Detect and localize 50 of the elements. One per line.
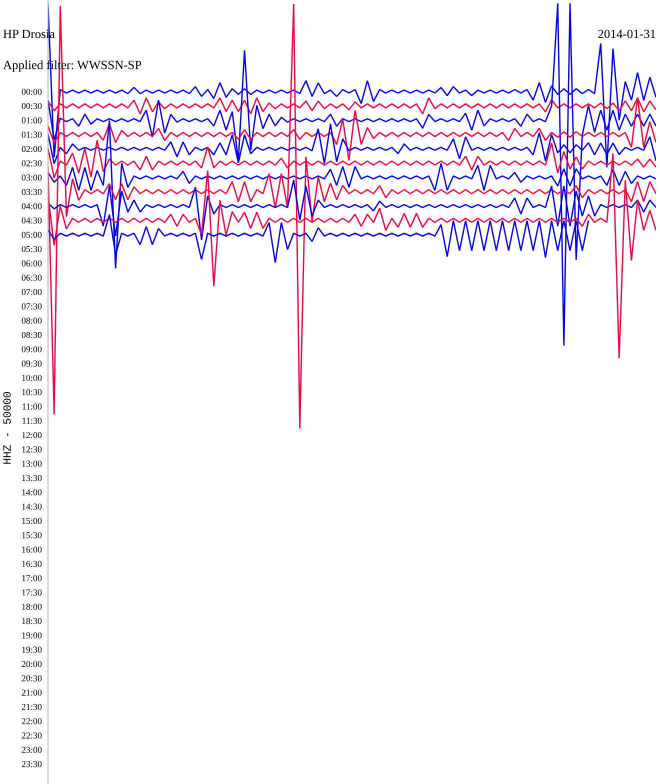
y-tick-label: 12:30 bbox=[22, 446, 42, 452]
y-tick-label: 01:30 bbox=[22, 132, 42, 138]
y-tick-label: 03:00 bbox=[22, 174, 42, 181]
y-tick-label: 06:00 bbox=[22, 260, 42, 266]
y-tick-label: 15:30 bbox=[22, 532, 42, 538]
y-tick-label: 20:00 bbox=[22, 660, 42, 668]
y-tick-label: 02:30 bbox=[22, 160, 42, 166]
y-axis-title: HHZ - 50000 bbox=[3, 392, 11, 464]
y-tick-label: 12:00 bbox=[22, 432, 42, 438]
y-tick-label: 19:00 bbox=[22, 632, 42, 638]
y-tick-label: 16:30 bbox=[22, 560, 42, 567]
y-tick-label: 00:30 bbox=[22, 102, 42, 110]
y-tick-label: 21:00 bbox=[22, 690, 42, 696]
y-tick-label: 23:00 bbox=[22, 746, 42, 753]
y-tick-label: 17:30 bbox=[22, 589, 42, 596]
y-tick-label: 09:00 bbox=[22, 346, 42, 352]
y-tick-label: 18:00 bbox=[22, 604, 42, 610]
y-tick-label: 11:30 bbox=[22, 418, 42, 424]
y-tick-label: 13:00 bbox=[22, 460, 42, 467]
y-tick-label: 15:00 bbox=[22, 518, 42, 524]
y-tick-label: 14:30 bbox=[22, 504, 42, 510]
y-tick-label: 02:00 bbox=[22, 146, 42, 152]
y-tick-label: 19:30 bbox=[22, 646, 42, 653]
y-tick-label: 06:30 bbox=[22, 274, 42, 281]
y-tick-label: 16:00 bbox=[22, 546, 42, 553]
y-tick-label: 10:00 bbox=[22, 374, 42, 381]
y-tick-label: 04:30 bbox=[22, 217, 42, 224]
y-tick-label: 10:30 bbox=[22, 389, 42, 396]
y-tick-label: 20:30 bbox=[22, 675, 42, 682]
y-tick-label: 11:00 bbox=[22, 403, 42, 410]
y-tick-label: 09:30 bbox=[22, 360, 42, 367]
y-tick-label: 08:30 bbox=[22, 332, 42, 338]
y-tick-label: 13:30 bbox=[22, 474, 42, 482]
y-tick-label: 05:00 bbox=[22, 232, 42, 238]
y-tick-label: 01:00 bbox=[22, 117, 42, 124]
y-tick-label: 03:30 bbox=[22, 188, 42, 195]
y-tick-label: 08:00 bbox=[22, 318, 42, 324]
y-tick-label: 05:30 bbox=[22, 246, 42, 252]
y-tick-label: 04:00 bbox=[22, 203, 42, 210]
y-tick-label: 18:30 bbox=[22, 618, 42, 624]
y-tick-label: 07:30 bbox=[22, 303, 42, 310]
y-tick-label: 14:00 bbox=[22, 489, 42, 496]
annotation: 2014-01-31 bbox=[598, 30, 656, 38]
y-tick-label: 23:30 bbox=[22, 761, 42, 768]
y-tick-label: 07:00 bbox=[22, 288, 42, 296]
y-tick-label: 22:30 bbox=[22, 732, 42, 739]
y-tick-label: 17:00 bbox=[22, 575, 42, 582]
y-tick-label: 21:30 bbox=[22, 704, 42, 710]
y-tick-label: 22:00 bbox=[22, 718, 42, 724]
y-tick-label: 00:00 bbox=[22, 88, 42, 95]
